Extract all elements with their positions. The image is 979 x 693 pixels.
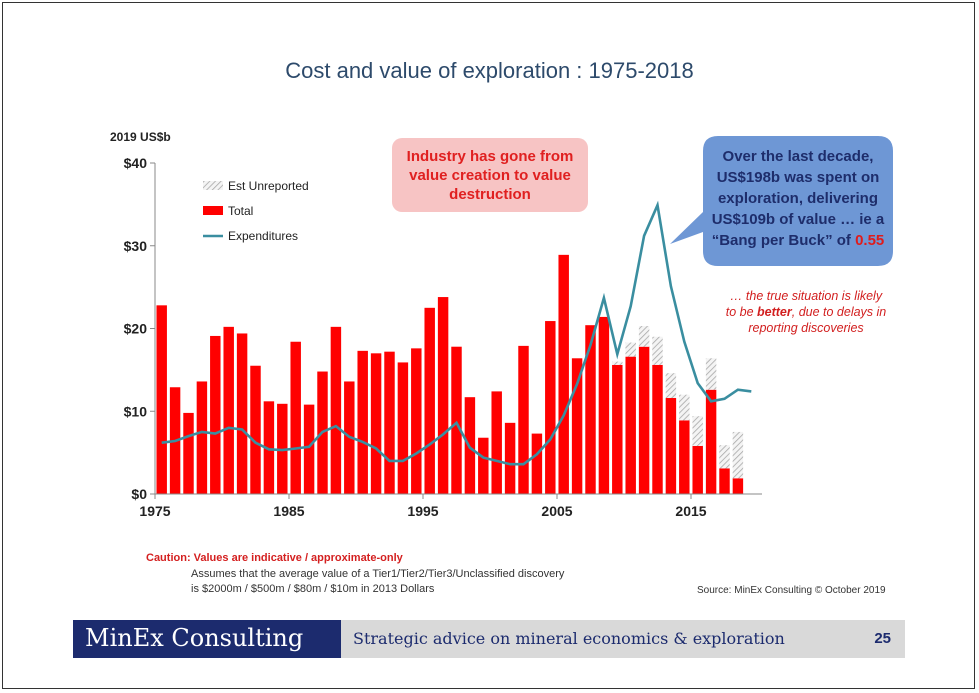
bar-total-1999 (478, 437, 489, 494)
bar-unreported-2009 (612, 361, 623, 365)
bar-total-2013 (665, 398, 677, 494)
bar-total-1978 (196, 381, 208, 494)
bar-total-1977 (183, 412, 194, 494)
bar-total-1992 (384, 351, 395, 494)
footer-brand-box: MinEx Consulting (73, 620, 341, 658)
bar-total-2002 (518, 345, 529, 494)
legend: Est Unreported Total Expenditures (203, 179, 309, 243)
bar-total-2004 (545, 321, 556, 494)
assumption-line-1: Assumes that the average value of a Tier… (191, 568, 565, 580)
bar-total-2008 (598, 316, 610, 494)
bar-total-2007 (585, 325, 596, 494)
bang-per-buck-value: 0.55 (855, 232, 885, 249)
caution-text: Caution: Values are indicative / approxi… (146, 552, 403, 564)
bar-total-1986 (303, 404, 315, 494)
bar-total-1991 (370, 353, 382, 494)
bar-total-2011 (638, 346, 650, 494)
y-tick-label: $20 (124, 321, 148, 337)
bar-unreported-2014 (679, 394, 690, 421)
bar-unreported-2016 (705, 358, 717, 390)
bar-total-2003 (531, 433, 543, 494)
source-text: Source: MinEx Consulting © October 2019 (697, 585, 886, 596)
page-number: 25 (874, 630, 891, 647)
legend-swatch-est-unreported (203, 181, 223, 190)
bar-total-1994 (411, 348, 422, 494)
legend-label-total: Total (228, 204, 253, 218)
footer-tagline-box: Strategic advice on mineral economics & … (341, 620, 905, 658)
bars-group (156, 254, 744, 494)
legend-label-est-unreported: Est Unreported (228, 179, 309, 193)
legend-swatch-total (203, 206, 223, 215)
decade-callout-text: Over the last decade, US$198b was spent … (706, 146, 890, 251)
chart-title: Cost and value of exploration : 1975-201… (285, 58, 694, 83)
footer-tagline: Strategic advice on mineral economics & … (353, 629, 785, 648)
bar-total-1979 (210, 335, 221, 494)
bar-total-1993 (397, 362, 409, 494)
bar-total-1985 (290, 341, 301, 494)
bar-unreported-2013 (665, 373, 677, 399)
x-ticks-group: 1975 1985 1995 2005 2015 (139, 494, 707, 519)
bar-total-1981 (236, 333, 248, 494)
footer-brand: MinEx Consulting (85, 624, 304, 652)
industry-callout: Industry has gone from value creation to… (392, 138, 588, 212)
bar-total-1980 (223, 326, 234, 494)
x-tick-label: 2015 (675, 503, 706, 519)
y-ticks-group: $0 $10 $20 $30 $40 (124, 155, 155, 502)
bar-total-2015 (692, 446, 703, 494)
bar-unreported-2015 (692, 416, 703, 447)
note-bold: better (757, 305, 792, 319)
decade-callout-body: Over the last decade, US$198b was spent … (711, 148, 885, 249)
x-tick-label: 2005 (541, 503, 572, 519)
y-axis-unit-label: 2019 US$b (110, 130, 171, 144)
legend-label-expenditures: Expenditures (228, 229, 298, 243)
expenditures-line (161, 200, 752, 466)
bar-total-2009 (612, 364, 623, 494)
true-situation-note: … the true situation is likely to be bet… (724, 288, 888, 336)
bar-total-2016 (705, 389, 717, 494)
bar-total-2005 (558, 254, 569, 494)
bar-total-2010 (625, 356, 636, 494)
bar-total-1997 (451, 346, 462, 494)
callout-bubble-blue (670, 136, 893, 266)
y-tick-label: $40 (124, 155, 148, 171)
assumption-text: Assumes that the average value of a Tier… (191, 567, 564, 597)
unreported-bars-group (612, 326, 744, 479)
bar-unreported-2017 (719, 445, 730, 469)
bar-total-1983 (263, 401, 275, 494)
bar-total-2014 (679, 420, 690, 494)
note-pre: … the true situation is likely to be (725, 289, 883, 319)
y-tick-label: $0 (131, 486, 147, 502)
bar-total-1982 (250, 365, 261, 494)
bar-total-2000 (491, 391, 502, 494)
y-tick-label: $10 (124, 403, 148, 419)
assumption-line-2: is $2000m / $500m / $80m / $10m in 2013 … (191, 583, 435, 595)
bar-total-1975 (156, 305, 167, 494)
y-tick-label: $30 (124, 238, 148, 254)
bar-unreported-2018 (732, 431, 744, 479)
x-tick-label: 1985 (273, 503, 304, 519)
bar-total-1988 (330, 326, 342, 494)
bar-total-1995 (424, 307, 435, 494)
bar-unreported-2012 (652, 336, 663, 365)
bar-total-2017 (719, 468, 730, 494)
bar-total-2012 (652, 364, 663, 494)
bar-total-2018 (732, 478, 744, 494)
bar-unreported-2010 (625, 342, 636, 357)
note-post: , due to delays in reporting discoveries (748, 305, 887, 335)
bar-total-1996 (437, 297, 449, 494)
x-tick-label: 1975 (139, 503, 170, 519)
bar-total-1990 (357, 350, 368, 494)
bar-unreported-2011 (638, 326, 650, 347)
bar-total-2006 (571, 358, 583, 494)
bar-total-2001 (504, 422, 516, 494)
x-tick-label: 1995 (407, 503, 438, 519)
